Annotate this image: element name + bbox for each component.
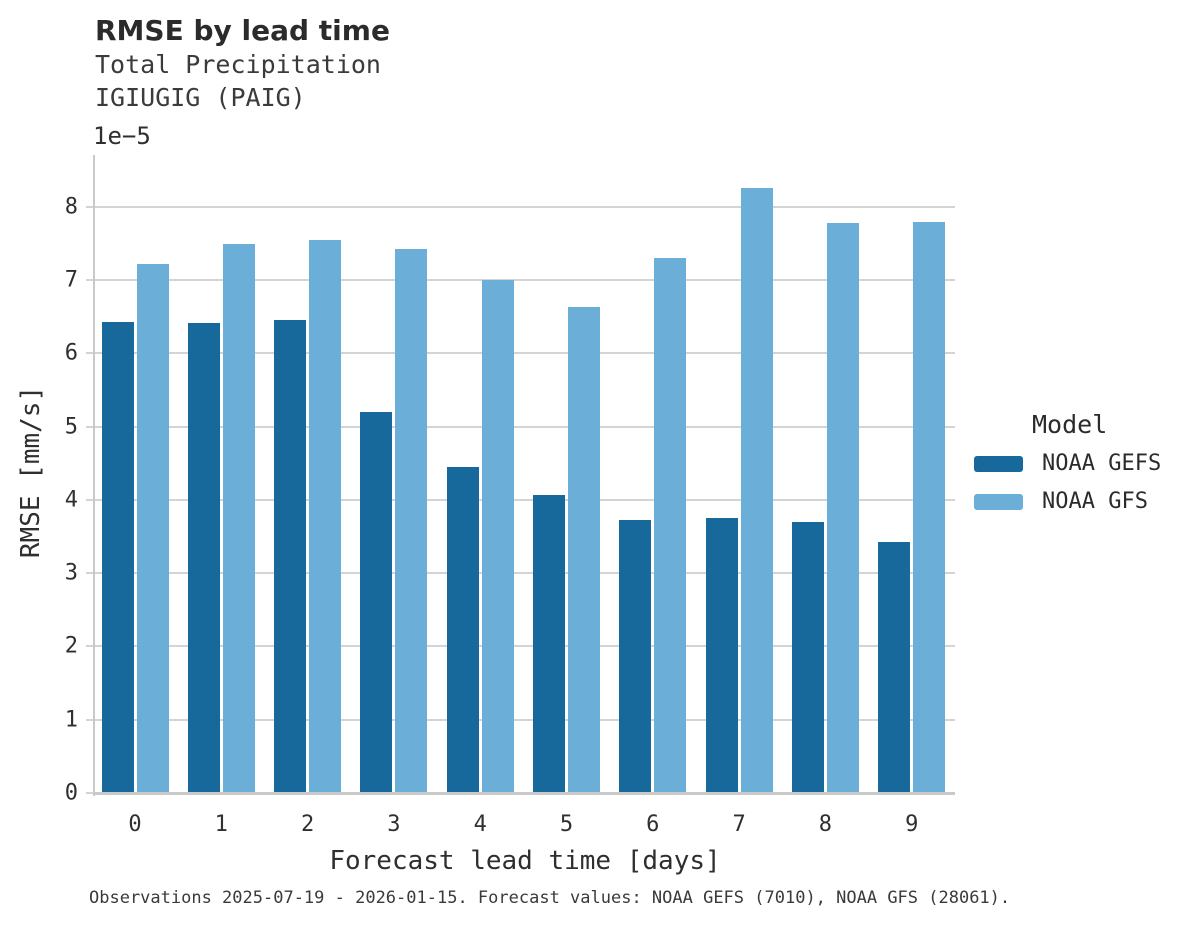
- y-tick-mark: [86, 572, 93, 575]
- gridline: [95, 572, 955, 575]
- bar-noaa-gefs: [705, 518, 738, 793]
- y-tick-label: 0: [64, 780, 78, 806]
- legend-item-noaa-gefs: NOAA GEFS: [974, 451, 1189, 476]
- bar-noaa-gfs: [654, 258, 687, 793]
- y-tick-mark: [86, 425, 93, 428]
- bar-noaa-gefs: [619, 519, 652, 793]
- bar-noaa-gfs: [826, 222, 859, 793]
- legend-label-noaa-gfs: NOAA GFS: [1042, 489, 1148, 514]
- legend-label-noaa-gefs: NOAA GEFS: [1042, 451, 1162, 476]
- bar-noaa-gfs: [222, 244, 255, 793]
- gridline: [95, 425, 955, 428]
- bar-noaa-gefs: [791, 521, 824, 793]
- y-tick-label: 3: [64, 560, 78, 586]
- x-tick-label: 1: [214, 812, 228, 837]
- x-axis-line: [93, 792, 955, 795]
- bar-noaa-gefs: [360, 411, 393, 793]
- bar-noaa-gfs: [913, 222, 946, 793]
- chart-title: RMSE by lead time: [95, 14, 390, 47]
- bar-noaa-gfs: [395, 249, 428, 793]
- x-tick-label: 8: [818, 812, 833, 837]
- y-tick-mark: [86, 279, 93, 282]
- legend-item-noaa-gfs: NOAA GFS: [974, 489, 1189, 514]
- bar-noaa-gfs: [568, 307, 600, 793]
- bar-noaa-gefs: [878, 541, 911, 793]
- x-axis-title: Forecast lead time [days]: [329, 846, 721, 876]
- x-tick-label: 0: [128, 812, 142, 837]
- y-tick-mark: [86, 352, 93, 355]
- bar-noaa-gfs: [481, 280, 514, 793]
- bar-noaa-gefs: [533, 495, 565, 793]
- y-tick-label: 1: [64, 707, 78, 733]
- y-tick-label: 2: [64, 633, 78, 659]
- bar-noaa-gefs: [446, 466, 479, 793]
- x-tick-label: 2: [300, 812, 315, 837]
- bar-noaa-gefs: [187, 322, 220, 793]
- x-tick-label: 9: [905, 812, 919, 837]
- gridline: [95, 279, 955, 282]
- y-tick-label: 8: [64, 194, 78, 220]
- y-tick-label: 7: [64, 267, 78, 293]
- bar-noaa-gfs: [740, 187, 773, 793]
- y-axis-title: RMSE [mm/s]: [16, 385, 46, 559]
- legend-swatch-noaa-gfs: [974, 493, 1023, 510]
- y-tick-mark: [86, 498, 93, 501]
- x-tick-label: 7: [732, 812, 746, 837]
- bar-noaa-gefs: [274, 319, 307, 793]
- x-tick-label: 4: [473, 812, 487, 837]
- y-axis-offset-label: 1e−5: [93, 122, 151, 150]
- gridline: [95, 352, 955, 355]
- gridline: [95, 498, 955, 501]
- legend-title: Model: [1032, 410, 1108, 439]
- y-tick-mark: [86, 792, 93, 794]
- y-tick-mark: [86, 718, 93, 721]
- bar-noaa-gfs: [309, 239, 342, 793]
- x-tick-label: 5: [559, 812, 574, 837]
- gridline: [95, 718, 955, 721]
- plot-area: [95, 155, 955, 793]
- y-tick-mark: [86, 645, 93, 648]
- bar-noaa-gefs: [101, 321, 134, 793]
- chart-subtitle-station: IGIUGIG (PAIG): [95, 83, 306, 112]
- x-tick-label: 3: [387, 812, 401, 837]
- y-axis-tick-labels: 0 1 2 3 4 5 6 7 8: [0, 155, 78, 805]
- y-tick-mark: [86, 205, 93, 208]
- legend-swatch-noaa-gefs: [974, 455, 1023, 472]
- gridline: [95, 645, 955, 648]
- gridline: [95, 205, 955, 208]
- chart-subtitle-variable: Total Precipitation: [95, 50, 381, 79]
- legend: Model NOAA GEFS NOAA GFS: [974, 410, 1189, 527]
- y-tick-label: 4: [64, 487, 78, 513]
- y-tick-label: 6: [64, 340, 78, 366]
- x-axis-tick-labels: 0 1 2 3 4 5 6 7 8 9: [95, 812, 955, 842]
- bar-noaa-gfs: [136, 263, 169, 793]
- x-tick-label: 6: [646, 812, 660, 837]
- footer-caption: Observations 2025-07-19 - 2026-01-15. Fo…: [89, 888, 1011, 908]
- y-axis-line: [93, 155, 95, 796]
- y-tick-label: 5: [64, 414, 78, 440]
